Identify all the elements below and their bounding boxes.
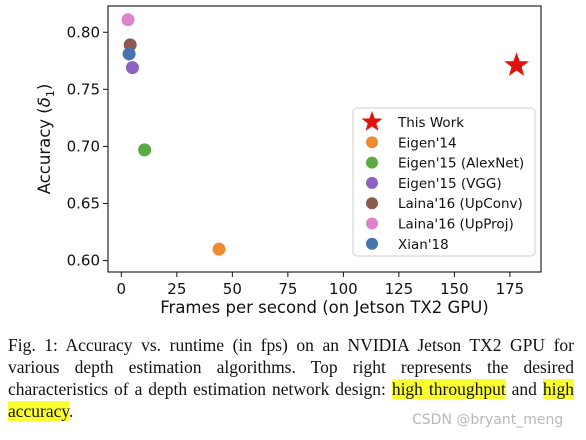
y-axis-ticks: 0.60 0.65 0.70 0.75 0.80 [67,23,108,270]
legend-marker [366,217,378,230]
data-point [122,47,136,61]
x-tick-label: 25 [167,280,186,298]
x-tick-label: 50 [223,280,242,298]
caption-text: Fig. 1: Accuracy vs. runtime (in fps) on… [8,335,574,399]
legend-label: Eigen'15 (AlexNet) [398,156,524,172]
y-tick-label: 0.80 [67,23,100,41]
y-tick-label: 0.60 [67,252,100,270]
data-point [125,61,139,75]
plot-area [107,5,542,273]
figure-caption: Fig. 1: Accuracy vs. runtime (in fps) on… [8,334,574,422]
x-tick-label: 125 [385,280,414,298]
data-points [121,13,529,256]
caption-end: . [69,401,74,421]
y-tick-label: 0.70 [67,137,100,155]
legend-label: Laina'16 (UpConv) [398,196,523,212]
legend-label: Eigen'14 [398,135,457,151]
legend-marker [366,136,378,149]
legend-label: This Work [397,115,464,131]
data-point-star [504,52,529,76]
y-tick-label: 0.75 [67,80,100,98]
x-tick-label: 0 [117,280,127,298]
scatter-chart: 0 25 50 75 100 125 150 175 0.60 0.65 0.70 0.75 0.80… [35,5,542,317]
legend-label: Laina'16 (UpProj) [398,217,514,233]
x-tick-label: 150 [440,280,469,298]
legend-label: Xian'18 [398,237,449,253]
data-point [138,143,152,157]
x-axis-ticks: 0 25 50 75 100 125 150 175 [117,272,525,298]
legend-box [352,107,536,257]
legend-marker-star [361,111,383,131]
data-point [121,13,135,27]
legend-marker [366,237,378,250]
x-axis-title: Frames per second (on Jetson TX2 GPU) [160,298,489,317]
caption-highlight-throughput: high throughput [391,379,506,399]
x-tick-label: 175 [496,280,525,298]
data-point [212,242,226,256]
x-tick-label: 100 [329,280,358,298]
y-tick-label: 0.65 [67,195,100,213]
caption-connector: and [505,379,543,399]
x-tick-label: 75 [278,280,297,298]
plot-frame [107,5,542,273]
legend-marker [366,197,378,210]
y-axis-title: Accuracy (δ1) [35,84,57,195]
watermark: CSDN @bryant_meng [412,412,564,428]
legend-label: Eigen'15 (VGG) [398,176,502,192]
legend-marker [366,156,378,169]
legend: This Work Eigen'14 Eigen'15 (AlexNet) Eigen… [352,107,536,257]
legend-marker [366,176,378,189]
